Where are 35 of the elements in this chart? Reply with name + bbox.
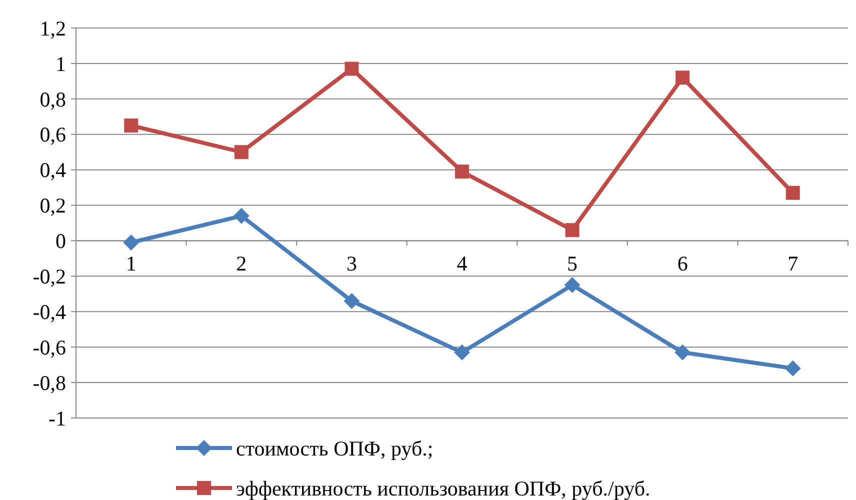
y-tick-label: -0,4	[32, 300, 66, 324]
y-tick-label: 1	[56, 52, 66, 76]
x-tick-label: 1	[126, 252, 136, 276]
x-tick-label: 6	[677, 252, 688, 276]
x-tick-label: 7	[788, 252, 798, 276]
y-tick-label: -1	[48, 406, 66, 430]
point	[676, 70, 690, 85]
point	[786, 186, 800, 200]
y-tick-label: -0,8	[32, 370, 66, 395]
y-tick-label: 1,2	[40, 16, 66, 40]
point	[564, 277, 580, 294]
y-tick-label: 0,4	[40, 158, 66, 182]
x-tick-label: 5	[567, 252, 578, 276]
point	[234, 145, 248, 160]
y-tick-label: 0,8	[40, 87, 66, 112]
x-tick-label: 3	[346, 252, 357, 276]
y-tick-label: 0	[56, 229, 66, 254]
point	[565, 223, 580, 238]
point	[124, 118, 138, 132]
y-tick-label: 0,6	[40, 122, 66, 147]
point	[344, 293, 360, 309]
point	[674, 344, 691, 360]
point	[123, 234, 140, 250]
point	[455, 164, 469, 179]
point	[344, 62, 359, 76]
x-tick-label: 2	[236, 252, 247, 276]
point	[784, 360, 801, 376]
y-tick-label: -0,2	[32, 264, 66, 289]
x-tick-label: 4	[456, 252, 468, 276]
legend-label: стоимость ОПФ, руб.;	[236, 436, 434, 460]
y-tick-label: -0,6	[32, 335, 66, 360]
y-tick-label: 0,2	[40, 194, 66, 218]
legend-label: эффективность использования ОПФ, руб./руб.	[236, 476, 650, 500]
point	[233, 208, 250, 224]
point	[454, 344, 470, 360]
